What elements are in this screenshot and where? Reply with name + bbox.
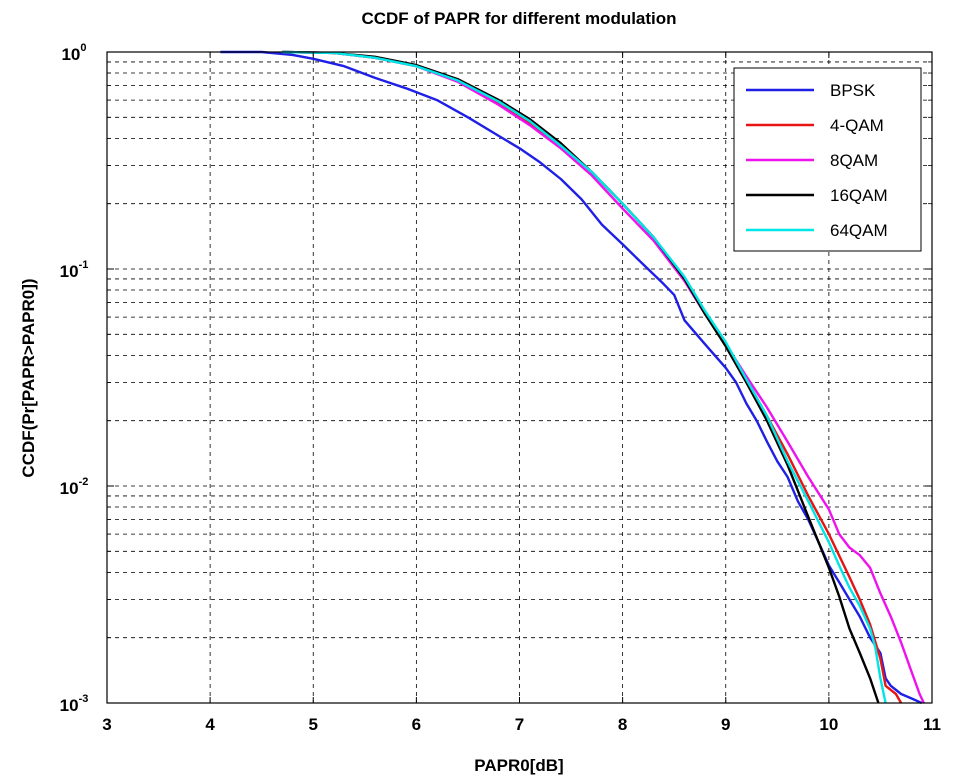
legend-label-16qam: 16QAM [830, 186, 888, 205]
x-tick-label: 9 [721, 715, 730, 734]
chart-title: CCDF of PAPR for different modulation [361, 9, 676, 28]
legend: BPSK 4-QAM 8QAM 16QAM 64QAM [733, 67, 922, 252]
series-lines [220, 50, 925, 705]
y-tick-label: 10-3 [60, 693, 89, 715]
legend-label-bpsk: BPSK [830, 81, 876, 100]
legend-label-4-qam: 4-QAM [830, 116, 884, 135]
y-tick-label: 100 [61, 42, 86, 64]
x-axis-ticks: 3 4 5 6 7 8 9 10 11 [102, 52, 941, 734]
grid-lines [107, 52, 932, 703]
x-tick-label: 11 [923, 715, 941, 734]
series-line-bpsk [220, 50, 923, 705]
series-line-8qam [282, 50, 925, 704]
y-axis-label: CCDF(Pr[PAPR>PAPR0]) [19, 278, 38, 477]
legend-label-8qam: 8QAM [830, 151, 878, 170]
x-tick-label: 3 [102, 715, 111, 734]
x-tick-label: 5 [309, 715, 318, 734]
series-line-64qam [282, 50, 887, 704]
legend-label-64qam: 64QAM [830, 221, 888, 240]
x-tick-label: 7 [515, 715, 524, 734]
y-tick-label: 10-2 [60, 476, 89, 498]
x-tick-label: 4 [205, 715, 215, 734]
x-tick-label: 6 [412, 715, 421, 734]
x-axis-label: PAPR0[dB] [474, 756, 563, 775]
x-tick-label: 10 [819, 715, 838, 734]
x-tick-label: 8 [618, 715, 627, 734]
y-axis-ticks: 100 10-1 10-2 10-3 [60, 42, 932, 715]
y-tick-label: 10-1 [60, 259, 89, 281]
